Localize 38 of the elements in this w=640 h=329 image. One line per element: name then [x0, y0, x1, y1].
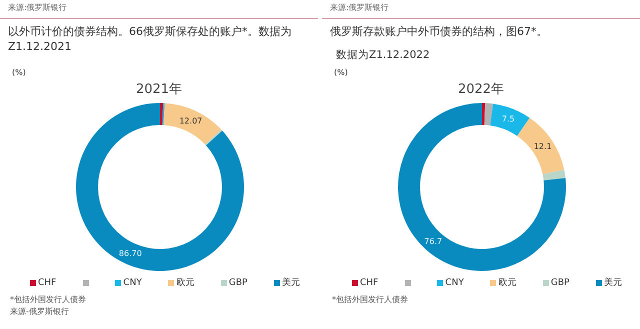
donut-slice — [205, 129, 222, 146]
text: *包括外国发行人债券 — [10, 294, 86, 305]
data-label: 12.1 — [534, 142, 552, 152]
legend-label: 美元 — [602, 276, 622, 289]
donut-slice — [484, 103, 494, 126]
legend-label: CHF — [359, 276, 378, 289]
source-note: 来源:俄罗斯银行 — [330, 2, 389, 13]
text: (%) — [334, 68, 348, 77]
donut-slice — [76, 103, 244, 271]
source-note: 来源:俄罗斯银行 — [8, 2, 67, 13]
donut-slice — [517, 118, 564, 174]
text: 数据为Z1.12.2022 — [336, 48, 430, 62]
donut-slice — [160, 103, 164, 126]
legend-label: CNY — [122, 276, 142, 289]
chart-subtitle: 以外币计价的债券结构。66俄罗斯保存处的账户*。数据为Z1.12.2021 — [8, 24, 292, 54]
chart-subtitle: 俄罗斯存款账户中外币债券的结构，图67*。 — [330, 24, 548, 39]
text: (%) — [12, 68, 26, 77]
legend-label: GBP — [228, 276, 248, 289]
donut-slice — [164, 103, 222, 144]
legend-label: CHF — [37, 276, 56, 289]
chart-title: 2022年 — [456, 81, 506, 98]
donut-slice — [398, 103, 566, 271]
data-label: 12.07 — [179, 116, 202, 126]
data-label: 76.7 — [424, 236, 442, 246]
donut-slice — [490, 104, 530, 136]
source-note: 来源-俄罗斯银行 — [10, 306, 69, 317]
data-label: 7.5 — [502, 114, 515, 124]
donut-slice — [162, 103, 165, 126]
donut-slice — [542, 170, 566, 180]
legend-label: GBP — [550, 276, 570, 289]
legend-label: 美元 — [280, 276, 300, 289]
donut-slice — [482, 103, 486, 126]
text: *包括外国发行人债券 — [332, 294, 408, 305]
legend-label: 欧元 — [175, 277, 194, 289]
legend-label: CNY — [444, 276, 464, 289]
chart-title: 2021年 — [134, 81, 184, 98]
data-label: 86.70 — [118, 249, 142, 258]
legend-label: 欧元 — [497, 277, 516, 289]
